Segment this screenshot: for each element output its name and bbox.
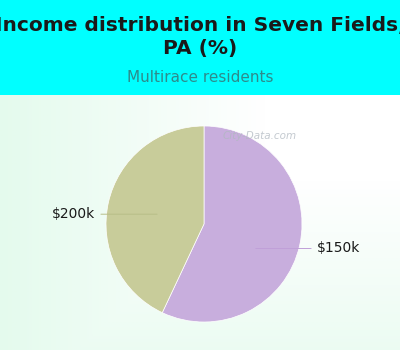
Text: Income distribution in Seven Fields,
PA (%): Income distribution in Seven Fields, PA … xyxy=(0,16,400,58)
Text: City-Data.com: City-Data.com xyxy=(223,131,297,141)
Wedge shape xyxy=(162,126,302,322)
Text: Multirace residents: Multirace residents xyxy=(127,70,273,85)
Text: $150k: $150k xyxy=(256,241,360,255)
Text: $200k: $200k xyxy=(52,207,157,221)
Wedge shape xyxy=(106,126,204,313)
